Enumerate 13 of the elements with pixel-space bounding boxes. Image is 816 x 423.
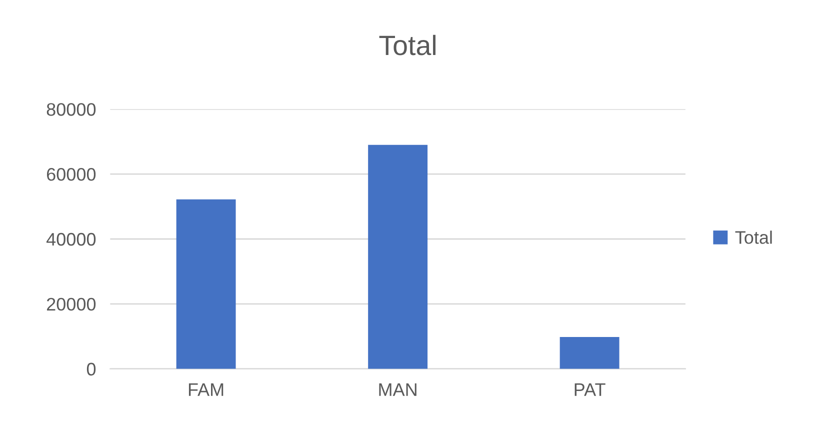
y-tick-label: 60000 [46, 168, 96, 181]
x-tick-label: FAM [188, 383, 224, 396]
x-tick-label: PAT [574, 383, 606, 396]
chart-title: Total [379, 34, 436, 56]
y-tick-label: 0 [86, 362, 96, 376]
y-tick-label: 40000 [46, 232, 96, 246]
legend-label: Total [735, 230, 772, 244]
y-tick-label: 80000 [46, 103, 96, 116]
y-tick-label: 20000 [46, 298, 96, 311]
bar [176, 199, 236, 369]
x-tick-label: MAN [379, 383, 416, 396]
bar [560, 337, 620, 369]
bar [368, 144, 428, 369]
